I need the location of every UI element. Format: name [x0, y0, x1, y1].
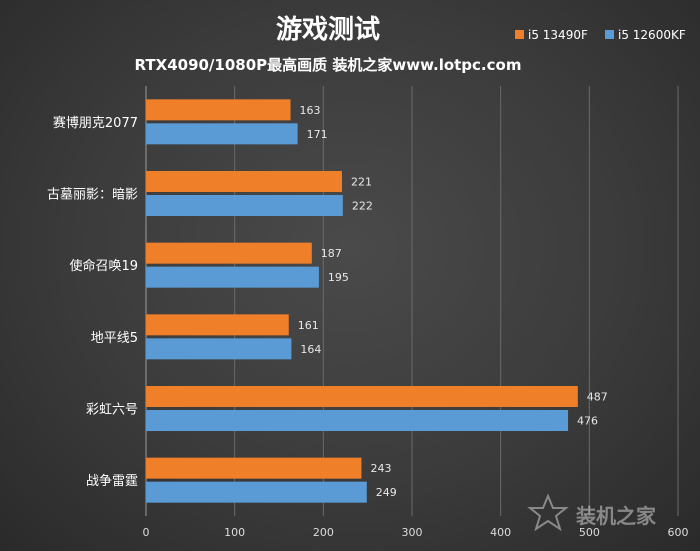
- data-label: 476: [577, 415, 598, 428]
- category-label: 彩虹六号: [86, 403, 138, 418]
- bar: [146, 242, 312, 264]
- x-tick-label: 100: [224, 526, 245, 539]
- category-label: 赛博朋克2077: [53, 115, 138, 131]
- x-tick-label: 200: [313, 526, 334, 539]
- legend-label: i5 13490F: [528, 28, 588, 42]
- data-label: 171: [307, 128, 328, 141]
- watermark-text: 装机之家: [575, 504, 657, 528]
- bar: [146, 171, 342, 192]
- watermark: 装机之家: [527, 493, 657, 532]
- x-tick-label: 600: [668, 526, 689, 539]
- category-label: 地平线5: [91, 331, 138, 346]
- bar: [146, 314, 289, 336]
- data-label: 163: [300, 104, 321, 117]
- x-tick-label: 500: [579, 526, 600, 539]
- data-label: 487: [587, 391, 608, 404]
- bar: [146, 266, 319, 288]
- x-tick-label: 400: [490, 526, 511, 539]
- bar: [146, 481, 367, 503]
- chart-subtitle: RTX4090/1080P最高画质 装机之家www.lotpc.com: [135, 56, 522, 74]
- x-tick-label: 300: [402, 526, 423, 539]
- data-label: 221: [351, 176, 372, 189]
- bar: [146, 410, 569, 431]
- legend: i5 13490F i5 12600KF: [515, 28, 686, 42]
- gridlines: [145, 86, 679, 516]
- legend-label: i5 12600KF: [618, 28, 686, 42]
- legend-swatch: [515, 30, 524, 39]
- data-label: 164: [300, 343, 321, 356]
- data-label: 195: [328, 271, 349, 284]
- legend-swatch: [605, 30, 614, 39]
- data-label: 187: [321, 247, 342, 260]
- category-label: 古墓丽影：暗影: [47, 188, 138, 203]
- labels-group: 0 100 200 300 400 500 600 赛博朋克2077 163 171 古墓丽影：暗影…: [47, 104, 689, 539]
- chart-title: 游戏测试: [276, 15, 380, 45]
- category-label: 使命召唤19: [69, 258, 138, 274]
- data-label: 222: [352, 200, 373, 213]
- bar: [146, 195, 343, 216]
- x-tick-label: 0: [143, 526, 150, 539]
- bar-group: [146, 99, 578, 503]
- bar: [146, 99, 291, 121]
- data-label: 243: [370, 462, 391, 475]
- bar: [146, 386, 578, 407]
- data-label: 249: [376, 486, 397, 499]
- data-label: 161: [298, 319, 319, 332]
- bar: [146, 338, 292, 360]
- bar: [146, 123, 298, 145]
- category-label: 战争雷霆: [86, 474, 138, 489]
- bar: [146, 457, 362, 479]
- watermark-star-icon: [527, 493, 569, 532]
